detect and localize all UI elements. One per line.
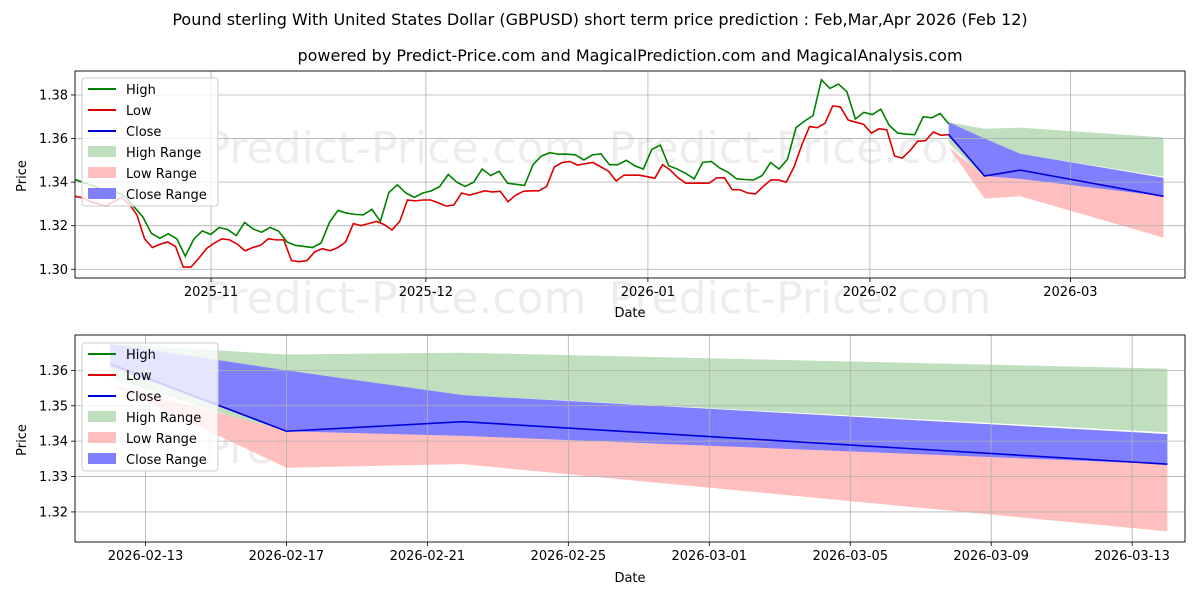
top-chart-panel: 2025-11 2025-12 2026-01 2026-02 2026-03 1.30 1… (39, 70, 1186, 300)
top-legend: High Low Close High Range Low Range Clos… (81, 77, 219, 207)
legend-low-range-swatch (88, 432, 116, 443)
x-tick-label: 2026-03-05 (812, 549, 888, 564)
bottom-y-axis-label: Price (15, 424, 30, 456)
y-tick-label: 1.34 (39, 435, 68, 450)
legend-close-label: Close (126, 125, 161, 140)
high-price-line (75, 78, 950, 259)
legend-high-range-swatch (88, 146, 116, 157)
legend-high-range-label: High Range (126, 411, 201, 426)
y-tick-label: 1.35 (39, 399, 68, 414)
y-tick-label: 1.38 (39, 88, 68, 103)
x-tick-label: 2026-01 (621, 285, 675, 300)
top-y-axis-label: Price (15, 160, 30, 192)
x-tick-label: 2026-02-13 (108, 549, 184, 564)
legend-high-label: High (126, 83, 156, 98)
x-tick-label: 2025-11 (184, 285, 238, 300)
bottom-legend: High Low Close High Range Low Range Clos… (81, 342, 219, 472)
legend-low-range-swatch (88, 167, 116, 178)
legend-high-label: High (126, 348, 156, 363)
close-forecast-line (948, 134, 1164, 198)
plot-frame (74, 70, 1186, 279)
x-tick-label: 2026-03 (1043, 285, 1097, 300)
top-x-axis-label: Date (614, 306, 645, 321)
y-tick-label: 1.32 (39, 219, 68, 234)
y-tick-label: 1.36 (39, 132, 68, 147)
close-range-band (948, 122, 1164, 197)
chart-title: Pound sterling With United States Dollar… (172, 10, 1027, 29)
y-tick-label: 1.32 (39, 505, 68, 520)
y-tick-label: 1.30 (39, 263, 68, 278)
x-tick-label: 2026-03-13 (1094, 549, 1170, 564)
x-tick-label: 2025-12 (399, 285, 453, 300)
bottom-x-axis-label: Date (614, 571, 645, 586)
chart-subtitle: powered by Predict-Price.com and Magical… (297, 46, 962, 65)
legend-low-range-label: Low Range (126, 167, 197, 182)
watermark: Predict-Price.com (204, 123, 587, 174)
legend-high-range-swatch (88, 411, 116, 422)
bottom-chart-panel: 2026-02-13 2026-02-17 2026-02-21 2026-02-25… (39, 334, 1186, 564)
legend-close-label: Close (126, 390, 161, 405)
x-tick-label: 2026-03-01 (672, 549, 748, 564)
low-range-band (110, 384, 1168, 532)
y-tick-label: 1.36 (39, 364, 68, 379)
x-tick-label: 2026-02-25 (531, 549, 607, 564)
x-tick-label: 2026-02-17 (249, 549, 325, 564)
x-tick-label: 2026-02 (843, 285, 897, 300)
legend-low-label: Low (126, 104, 152, 119)
legend-high-range-label: High Range (126, 146, 201, 161)
legend-low-label: Low (126, 369, 152, 384)
y-tick-label: 1.34 (39, 176, 68, 191)
legend-close-range-label: Close Range (126, 188, 207, 203)
watermark: Predict-Price.com (609, 273, 992, 324)
legend-close-range-swatch (88, 453, 116, 464)
x-tick-label: 2026-02-21 (390, 549, 466, 564)
low-price-line (75, 104, 949, 268)
legend-low-range-label: Low Range (126, 432, 197, 447)
legend-close-range-label: Close Range (126, 453, 207, 468)
x-tick-label: 2026-03-09 (953, 549, 1029, 564)
legend-close-range-swatch (88, 188, 116, 199)
low-range-band (948, 147, 1164, 238)
watermark: Predict-Price.com (204, 273, 587, 324)
plot-frame (74, 334, 1186, 543)
y-tick-label: 1.33 (39, 470, 68, 485)
close-range-band (110, 343, 1168, 465)
